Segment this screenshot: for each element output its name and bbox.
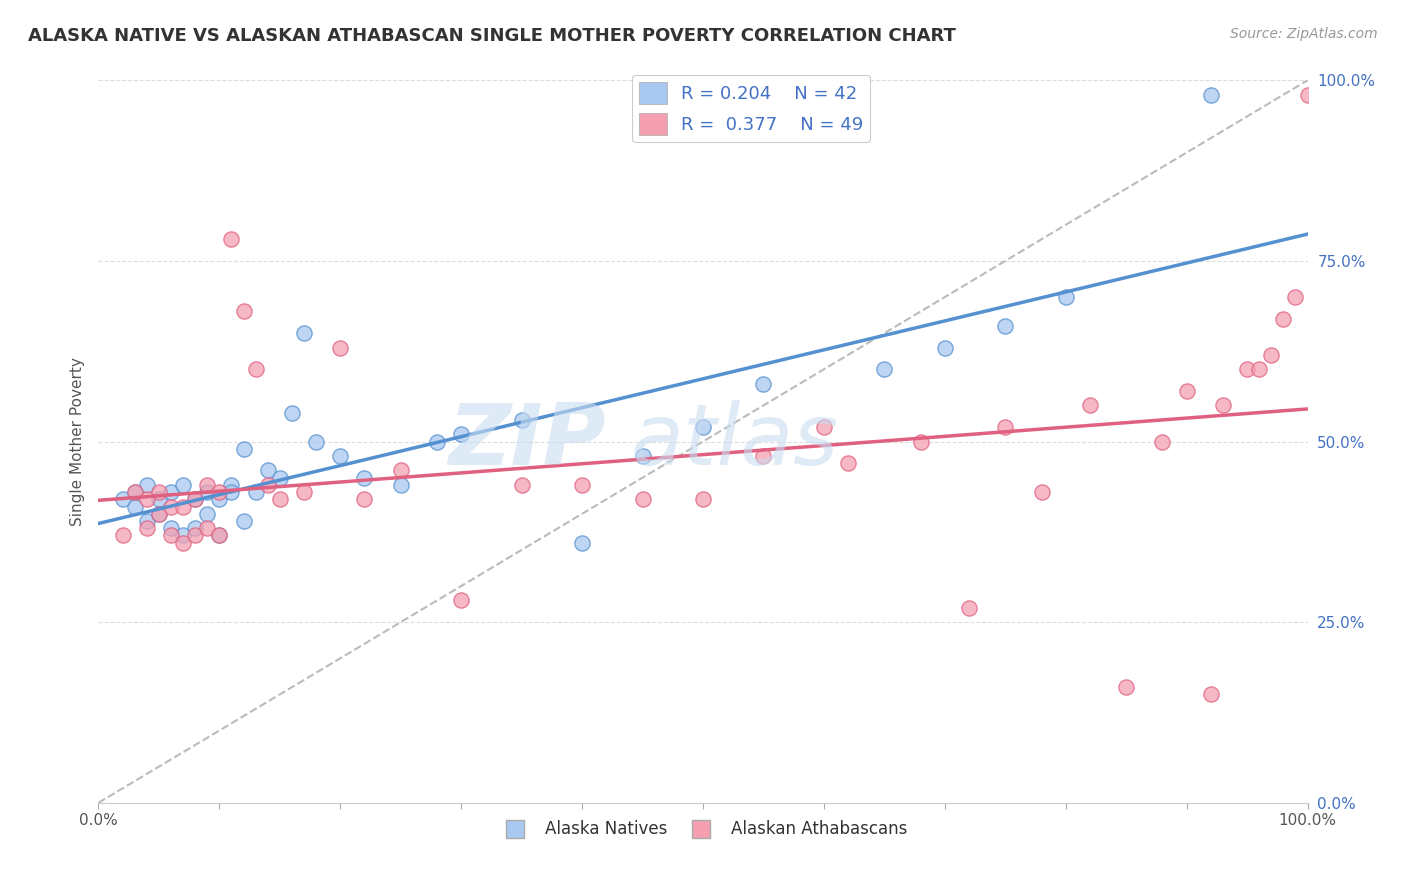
- Point: [934, 341, 956, 355]
- Point: [692, 492, 714, 507]
- Point: [292, 326, 315, 340]
- Point: [1031, 485, 1053, 500]
- Point: [752, 376, 775, 391]
- Point: [221, 478, 243, 492]
- Point: [148, 507, 170, 521]
- Point: [692, 420, 714, 434]
- Point: [160, 500, 183, 514]
- Point: [232, 304, 254, 318]
- Point: [1212, 398, 1234, 412]
- Point: [353, 470, 375, 484]
- Point: [172, 535, 194, 549]
- Point: [813, 420, 835, 434]
- Point: [1296, 87, 1319, 102]
- Point: [910, 434, 932, 449]
- Point: [450, 427, 472, 442]
- Point: [111, 492, 134, 507]
- Point: [389, 463, 412, 477]
- Point: [1152, 434, 1174, 449]
- Point: [631, 492, 654, 507]
- Point: [124, 485, 146, 500]
- Point: [450, 593, 472, 607]
- Point: [195, 507, 218, 521]
- Point: [184, 528, 207, 542]
- Point: [1284, 290, 1306, 304]
- Point: [184, 492, 207, 507]
- Point: [873, 362, 896, 376]
- Point: [160, 528, 183, 542]
- Point: [1078, 398, 1101, 412]
- Point: [1115, 680, 1137, 694]
- Y-axis label: Single Mother Poverty: Single Mother Poverty: [69, 357, 84, 526]
- Point: [124, 500, 146, 514]
- Point: [232, 442, 254, 456]
- Point: [111, 528, 134, 542]
- Point: [208, 485, 231, 500]
- Point: [1260, 348, 1282, 362]
- Point: [994, 318, 1017, 333]
- Point: [148, 507, 170, 521]
- Point: [305, 434, 328, 449]
- Point: [256, 463, 278, 477]
- Point: [208, 528, 231, 542]
- Point: [1272, 311, 1295, 326]
- Point: [389, 478, 412, 492]
- Point: [195, 478, 218, 492]
- Point: [195, 521, 218, 535]
- Point: [148, 492, 170, 507]
- Point: [1199, 687, 1222, 701]
- Point: [160, 521, 183, 535]
- Point: [510, 478, 533, 492]
- Point: [752, 449, 775, 463]
- Text: ALASKA NATIVE VS ALASKAN ATHABASCAN SINGLE MOTHER POVERTY CORRELATION CHART: ALASKA NATIVE VS ALASKAN ATHABASCAN SING…: [28, 27, 956, 45]
- Point: [510, 413, 533, 427]
- Point: [232, 514, 254, 528]
- Point: [208, 528, 231, 542]
- Point: [281, 406, 304, 420]
- Point: [269, 492, 291, 507]
- Point: [571, 478, 593, 492]
- Point: [1199, 87, 1222, 102]
- Point: [994, 420, 1017, 434]
- Point: [957, 600, 980, 615]
- Point: [135, 521, 157, 535]
- Point: [221, 232, 243, 246]
- Point: [245, 362, 267, 376]
- Point: [135, 478, 157, 492]
- Point: [1054, 290, 1077, 304]
- Point: [135, 492, 157, 507]
- Point: [221, 485, 243, 500]
- Point: [256, 478, 278, 492]
- Point: [1175, 384, 1198, 398]
- Point: [269, 470, 291, 484]
- Text: Source: ZipAtlas.com: Source: ZipAtlas.com: [1230, 27, 1378, 41]
- Point: [172, 478, 194, 492]
- Point: [426, 434, 449, 449]
- Point: [208, 492, 231, 507]
- Point: [184, 492, 207, 507]
- Point: [245, 485, 267, 500]
- Point: [1236, 362, 1258, 376]
- Point: [292, 485, 315, 500]
- Point: [195, 485, 218, 500]
- Point: [135, 514, 157, 528]
- Point: [353, 492, 375, 507]
- Point: [124, 485, 146, 500]
- Text: atlas: atlas: [630, 400, 838, 483]
- Point: [837, 456, 859, 470]
- Point: [172, 528, 194, 542]
- Point: [571, 535, 593, 549]
- Point: [172, 500, 194, 514]
- Point: [329, 449, 352, 463]
- Point: [631, 449, 654, 463]
- Point: [329, 341, 352, 355]
- Point: [184, 521, 207, 535]
- Point: [160, 485, 183, 500]
- Legend: Alaska Natives, Alaskan Athabascans: Alaska Natives, Alaskan Athabascans: [492, 814, 914, 845]
- Text: ZIP: ZIP: [449, 400, 606, 483]
- Point: [1249, 362, 1271, 376]
- Point: [148, 485, 170, 500]
